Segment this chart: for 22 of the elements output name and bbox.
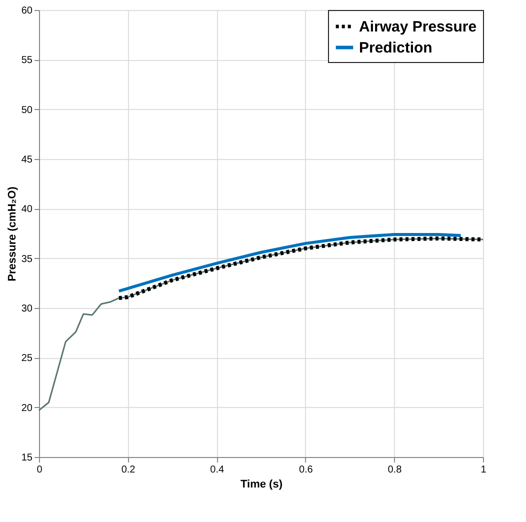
legend-label: Airway Pressure	[359, 18, 477, 36]
x-tick-label: 0.4	[210, 464, 224, 476]
x-tick-label: 0	[36, 464, 43, 476]
x-axis-title: Time (s)	[240, 478, 283, 490]
y-tick-label: 60	[21, 6, 33, 16]
y-tick-label: 20	[21, 402, 33, 414]
line-series	[38, 238, 484, 412]
x-tick-label: 1	[480, 464, 487, 476]
line-series	[117, 232, 462, 293]
y-tick-label: 45	[21, 154, 33, 166]
y-tick-label: 35	[21, 254, 33, 265]
y-tick-label: 40	[21, 204, 33, 216]
y-tick-label: 15	[21, 452, 33, 464]
y-tick-label: 55	[21, 55, 33, 66]
x-tick-label: 0.2	[121, 464, 136, 476]
y-tick-label: 25	[21, 353, 33, 364]
legend-label: Prediction	[359, 40, 432, 56]
y-tick-label: 30	[21, 304, 33, 314]
x-tick-label: 0.6	[298, 464, 314, 476]
x-tick-label: 0.8	[388, 464, 402, 476]
y-axis-title: Pressure (cmH₂O)	[6, 186, 18, 282]
y-tick-label: 50	[21, 104, 33, 116]
